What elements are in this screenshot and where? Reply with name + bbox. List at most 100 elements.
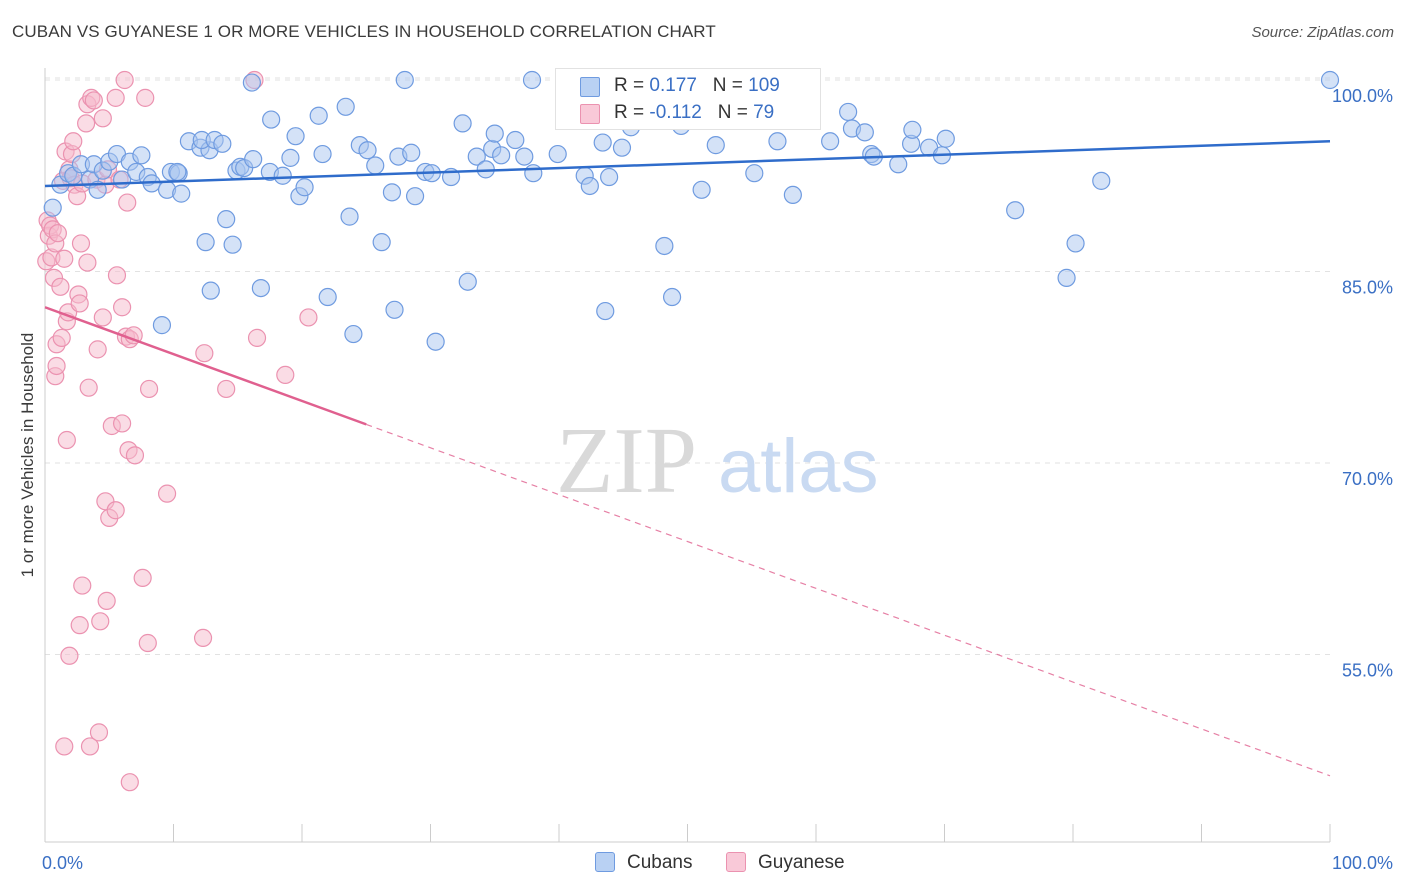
guyanese-point-53 xyxy=(106,501,125,520)
legend-r-value-guyanese: -0.112 xyxy=(649,102,702,123)
guyanese-point-22 xyxy=(60,646,79,665)
guyanese-point-43 xyxy=(89,723,109,742)
guyanese-point-73 xyxy=(217,379,236,399)
cubans-point-102 xyxy=(903,120,922,139)
guyanese-point-16 xyxy=(55,737,74,756)
cubans-point-56 xyxy=(382,183,402,202)
guyanese-point-63 xyxy=(120,773,139,792)
cubans-point-77 xyxy=(548,144,567,164)
cubans-point-47 xyxy=(313,144,332,164)
cubans-point-21 xyxy=(168,162,187,182)
cubans-point-64 xyxy=(426,332,445,351)
cubans-point-80 xyxy=(593,133,612,152)
cubans-point-45 xyxy=(295,178,314,197)
cubans-point-110 xyxy=(1320,70,1340,90)
cubans-point-79 xyxy=(580,176,599,196)
trend-lines xyxy=(44,140,1331,777)
cubans-point-54 xyxy=(366,156,385,175)
guyanese-point-13 xyxy=(52,328,71,347)
guyanese-point-78 xyxy=(115,70,134,90)
guyanese-point-60 xyxy=(118,193,137,212)
cubans-point-36 xyxy=(244,150,263,169)
cubans-point-59 xyxy=(395,70,414,90)
cubans-point-49 xyxy=(336,97,355,116)
guyanese-point-30 xyxy=(70,616,89,635)
guyanese-point-71 xyxy=(193,628,213,648)
y-tick-labels: 55.0% 70.0% 85.0% 100.0% xyxy=(1332,86,1393,681)
guyanese-point-38 xyxy=(80,737,100,756)
cubans-point-50 xyxy=(340,207,359,226)
cubans-point-68 xyxy=(467,147,486,166)
guyanese-point-40 xyxy=(84,91,103,110)
guyanese-point-54 xyxy=(106,88,125,107)
guyanese-legend-label: Guyanese xyxy=(758,852,845,873)
guyanese-point-42 xyxy=(88,340,107,359)
guyanese-point-34 xyxy=(77,114,96,133)
cubans-point-40 xyxy=(262,110,281,129)
source-credit: Source: ZipAtlas.com xyxy=(1251,24,1394,41)
guyanese-point-75 xyxy=(247,328,267,347)
cubans-point-75 xyxy=(522,70,542,90)
guyanese-point-25 xyxy=(64,132,83,151)
cubans-point-67 xyxy=(458,272,477,291)
cubans-point-97 xyxy=(855,123,874,142)
cubans-point-82 xyxy=(600,167,619,187)
legend-r-label: R = xyxy=(614,102,650,123)
cubans-point-51 xyxy=(344,324,363,344)
guyanese-point-46 xyxy=(93,308,112,327)
legend-n-label: N = xyxy=(717,102,754,123)
y-axis-label: 1 or more Vehicles in Household xyxy=(18,332,37,578)
guyanese-point-11 xyxy=(48,224,67,243)
guyanese-point-33 xyxy=(73,576,92,595)
guyanese-legend-swatch xyxy=(726,852,746,872)
y-tick-label-2: 85.0% xyxy=(1342,278,1393,298)
cubans-point-93 xyxy=(783,185,802,204)
axes xyxy=(44,68,1331,843)
y-tick-label-3: 100.0% xyxy=(1332,86,1393,106)
cubans-point-28 xyxy=(201,281,220,300)
cubans-point-22 xyxy=(172,184,191,203)
cubans-point-60 xyxy=(402,143,421,162)
guyanese-point-58 xyxy=(112,414,132,433)
cubans-trend-line xyxy=(44,140,1331,188)
cubans-point-53 xyxy=(358,141,377,160)
cubans-point-48 xyxy=(318,287,337,307)
guyanese-trend-line-solid xyxy=(44,306,367,426)
cubans-point-106 xyxy=(1006,201,1025,220)
cubans-point-38 xyxy=(251,278,270,298)
cubans-point-76 xyxy=(524,164,543,183)
guyanese-point-57 xyxy=(112,298,132,317)
legend-n-label: N = xyxy=(712,75,749,96)
cubans-point-43 xyxy=(286,127,305,146)
y-tick-label-1: 70.0% xyxy=(1342,469,1393,489)
cubans-point-89 xyxy=(706,136,725,155)
cubans-legend-label: Cubans xyxy=(627,852,693,873)
guyanese-point-67 xyxy=(136,88,155,107)
cubans-points xyxy=(43,70,1340,351)
cubans-point-94 xyxy=(821,132,840,151)
guyanese-point-68 xyxy=(138,633,157,653)
correlation-legend: R = 0.177 N = 109 R = -0.112 N = 79 xyxy=(555,68,821,130)
guyanese-point-44 xyxy=(91,612,110,631)
cubans-point-71 xyxy=(485,124,504,143)
y-tick-label-0: 55.0% xyxy=(1342,661,1393,681)
guyanese-point-69 xyxy=(139,379,159,399)
chart-title: CUBAN VS GUYANESE 1 OR MORE VEHICLES IN … xyxy=(12,22,716,41)
guyanese-point-31 xyxy=(71,234,91,253)
cubans-point-32 xyxy=(223,235,242,254)
cubans-point-57 xyxy=(385,300,404,319)
x-tick-label-start: 0.0% xyxy=(42,853,83,873)
guyanese-trend-line-dashed xyxy=(366,423,1331,777)
guyanese-point-45 xyxy=(93,109,112,128)
guyanese-point-10 xyxy=(47,356,66,376)
legend-n-value-guyanese: 79 xyxy=(753,102,775,123)
cubans-point-7 xyxy=(88,180,107,199)
cubans-point-66 xyxy=(453,114,472,133)
cubans-point-95 xyxy=(839,102,858,122)
guyanese-point-12 xyxy=(51,277,70,296)
cubans-point-61 xyxy=(405,187,425,206)
cubans-point-88 xyxy=(692,180,711,199)
guyanese-point-36 xyxy=(78,253,97,272)
legend-r-value-cubans: 0.177 xyxy=(649,75,697,96)
